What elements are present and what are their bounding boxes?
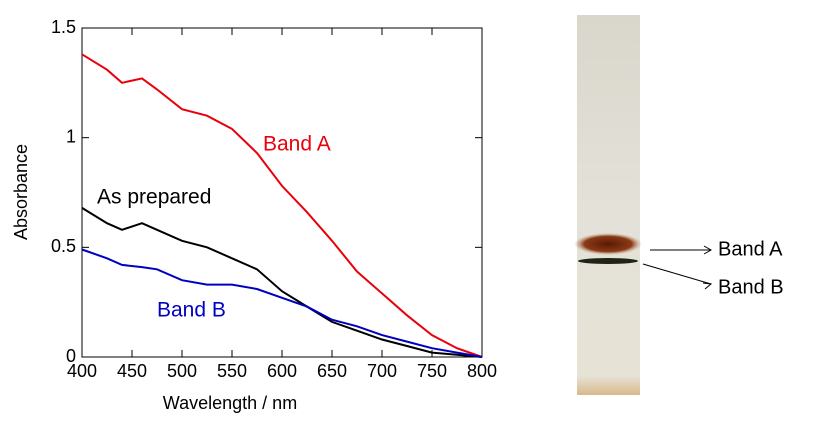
x-tick-label: 450 <box>117 361 147 381</box>
data-line <box>81 207 483 358</box>
arrow-head <box>702 282 713 290</box>
x-tick-label: 500 <box>167 361 197 381</box>
series-label: As prepared <box>97 186 211 209</box>
x-tick-label: 750 <box>417 361 447 381</box>
y-tick-label: 1 <box>66 126 76 146</box>
x-tick-label: 800 <box>467 361 497 381</box>
gel-image: Band A Band B <box>574 15 784 395</box>
x-tick-label: 400 <box>67 361 97 381</box>
y-axis-label: Absorbance <box>11 144 31 240</box>
y-tick-label: 1.5 <box>51 17 76 37</box>
gel-lane <box>577 15 640 395</box>
data-line <box>81 53 483 358</box>
x-tick-label: 700 <box>367 361 397 381</box>
series-label: Band A <box>263 133 331 156</box>
data-line <box>81 248 483 358</box>
gel-label: Band B <box>718 276 784 298</box>
x-tick-label: 550 <box>217 361 247 381</box>
x-axis-label: Wavelength / nm <box>163 393 297 413</box>
arrow-b <box>642 263 712 285</box>
gel-label: Band A <box>718 238 783 260</box>
y-tick-label: 0 <box>66 346 76 366</box>
arrow-head <box>703 245 713 255</box>
x-tick-label: 650 <box>317 361 347 381</box>
y-tick-label: 0.5 <box>51 236 76 256</box>
gel-band-a <box>574 233 642 255</box>
x-tick-label: 600 <box>267 361 297 381</box>
series-label: Band B <box>157 299 226 322</box>
gel-band-b <box>578 258 638 264</box>
